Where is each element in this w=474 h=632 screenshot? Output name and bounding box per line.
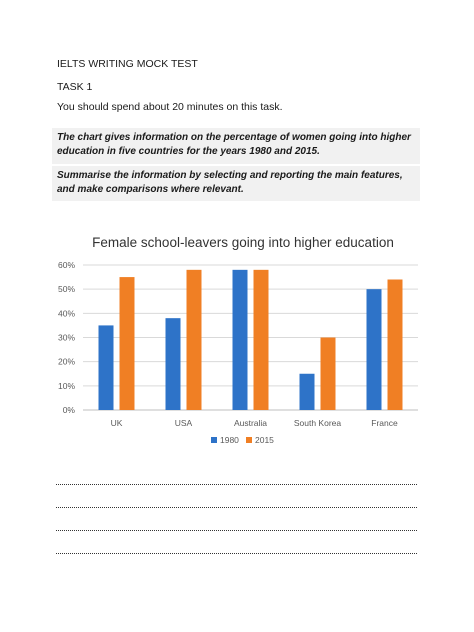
task-label: TASK 1 [57,81,93,93]
legend-label: 2015 [255,435,274,445]
x-tick-label: USA [175,418,193,428]
y-tick-label: 50% [58,284,75,294]
legend: 1980 2015 [211,435,274,445]
task-prompt: Summarise the information by selecting a… [52,166,420,201]
x-axis-ticks: UK USA Australia South Korea France [111,418,398,428]
bar-1980-south-korea [299,373,315,410]
bar-2015-australia [253,269,269,410]
x-tick-label: Australia [234,418,267,428]
y-tick-label: 10% [58,381,75,391]
writing-line [56,484,417,485]
time-instruction: You should spend about 20 minutes on thi… [57,101,283,113]
legend-swatch [211,437,217,443]
y-tick-label: 40% [58,308,75,318]
y-tick-label: 60% [58,260,75,270]
document-title: IELTS WRITING MOCK TEST [57,58,198,70]
bar-1980-australia [232,269,248,410]
y-axis-ticks: 0% 10% 20% 30% 40% 50% 60% [58,260,75,415]
legend-label: 1980 [220,435,239,445]
bar-1980-france [366,289,382,410]
chart-title: Female school-leavers going into higher … [92,235,394,250]
writing-line [56,530,417,531]
gridlines [83,264,418,411]
writing-line [56,507,417,508]
x-tick-label: South Korea [294,418,342,428]
bar-2015-usa [186,269,202,410]
task-description: The chart gives information on the perce… [52,128,420,164]
bar-1980-usa [165,318,181,410]
bar-chart: Female school-leavers going into higher … [58,235,418,445]
bar-1980-uk [98,325,114,410]
y-tick-label: 20% [58,357,75,367]
y-tick-label: 30% [58,333,75,343]
x-tick-label: France [371,418,398,428]
writing-line [56,553,417,554]
bar-2015-france [387,279,403,410]
bar-2015-uk [119,277,135,410]
legend-swatch [246,437,252,443]
bar-2015-south-korea [320,337,336,410]
x-tick-label: UK [111,418,123,428]
bars [98,269,403,410]
y-tick-label: 0% [63,405,76,415]
